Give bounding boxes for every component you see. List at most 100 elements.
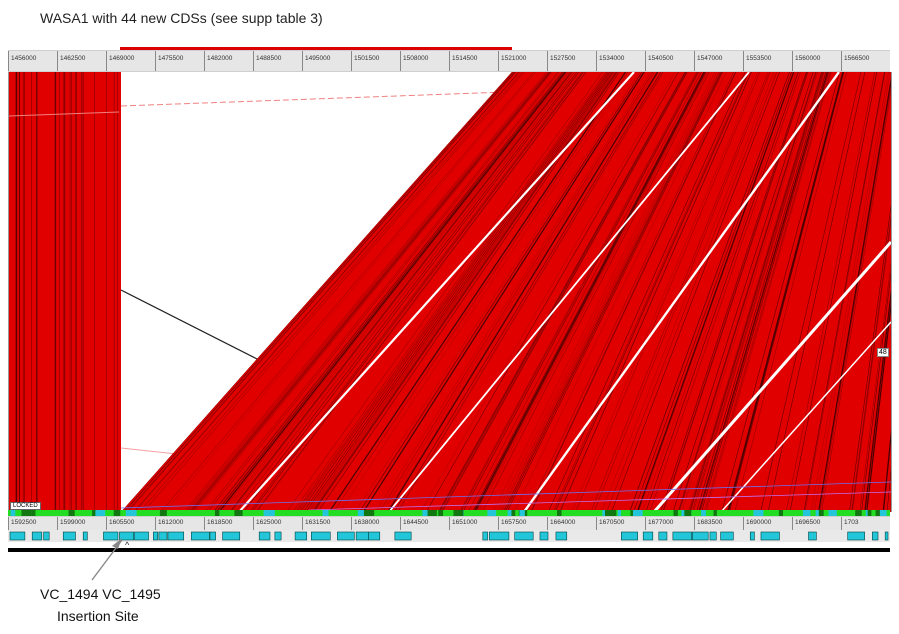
ruler-tick: 1677000 [645, 517, 673, 531]
feature-segment [322, 510, 329, 520]
feature-segment [487, 510, 497, 520]
ruler-tick: 1625000 [253, 517, 281, 531]
ruler-tick: 1631500 [302, 517, 330, 531]
band-line [699, 72, 829, 512]
band-line [193, 72, 552, 512]
band-line [292, 72, 606, 512]
cds-feature [222, 531, 241, 541]
band-line [504, 72, 722, 512]
band-line [441, 72, 688, 512]
ruler-tick-label: 1683500 [697, 519, 723, 526]
band-line [672, 72, 814, 512]
feature-segment [867, 510, 872, 520]
left-block-lines [15, 72, 118, 512]
feature-segment [95, 510, 106, 520]
cds-feature [82, 531, 88, 541]
ruler-tick: 1547000 [694, 51, 722, 71]
band-line [478, 72, 708, 512]
ruler-tick: 1612000 [155, 517, 183, 531]
band-line [362, 72, 645, 512]
ruler-tick: 1482000 [204, 51, 232, 71]
ruler-tick-label: 1670500 [599, 519, 625, 526]
ruler-tick-label: 1664000 [550, 519, 576, 526]
band-line [339, 72, 632, 512]
white-gap [720, 321, 891, 512]
band-line [231, 72, 573, 512]
ruler-tick-label: 1625000 [256, 519, 282, 526]
band-line [126, 72, 516, 512]
band-line [662, 72, 809, 512]
band-line [295, 72, 608, 512]
band-line [187, 72, 549, 512]
band-line [303, 72, 612, 512]
band-line [256, 72, 587, 512]
green-track-bg [8, 510, 890, 520]
band-line [689, 72, 823, 512]
cds-feature [692, 531, 709, 541]
band-line [636, 72, 795, 512]
feature-segment [684, 510, 692, 520]
band-line [473, 72, 706, 512]
cds-feature [368, 531, 381, 541]
feature-segment [117, 510, 121, 520]
band-line [186, 72, 548, 512]
band-line [645, 72, 799, 512]
band-line [506, 72, 723, 512]
band-line [459, 72, 698, 512]
band-line [472, 72, 704, 512]
feature-segment [113, 510, 119, 520]
band-line [220, 72, 567, 512]
cds-feature [514, 531, 534, 541]
band-line [678, 72, 817, 512]
band-line [333, 72, 629, 512]
band-line [134, 72, 520, 512]
cds-feature [355, 531, 369, 541]
ruler-tick: 1592500 [8, 517, 36, 531]
cds-feature [847, 531, 865, 541]
cds-feature [872, 531, 879, 541]
ruler-tick: 1553500 [743, 51, 771, 71]
bottom-coordinate-ruler: 1592500 1599000 1605500 1612000 1618500 16250… [8, 516, 890, 532]
ruler-tick-label: 1651000 [452, 519, 478, 526]
band-line [328, 72, 627, 512]
band-line [184, 72, 548, 512]
band-line [467, 72, 702, 512]
band-line [183, 72, 547, 512]
ruler-tick-label: 1657500 [501, 519, 527, 526]
band-line [190, 72, 551, 512]
cds-feature [658, 531, 668, 541]
band-line [239, 72, 578, 512]
ruler-tick: 1703 [841, 517, 858, 531]
feature-segment [829, 510, 833, 520]
feature-segment [359, 510, 364, 520]
band-line [760, 72, 861, 512]
band-line [311, 72, 617, 512]
cds-feature [153, 531, 159, 541]
cds-feature [642, 531, 654, 541]
cds-feature [539, 531, 549, 541]
band-line [255, 72, 586, 512]
ruler-tick-label: 1488500 [256, 55, 282, 62]
feature-segment [673, 510, 676, 520]
comparison-canvas [8, 72, 892, 512]
ruler-tick-label: 1456000 [11, 55, 37, 62]
band-line [704, 72, 831, 512]
ruler-tick: 1456000 [8, 51, 36, 71]
band-line [693, 72, 825, 512]
band-line [501, 72, 720, 512]
ruler-tick: 1605500 [106, 517, 134, 531]
feature-segment [879, 510, 887, 520]
band-line [397, 72, 664, 512]
band-line [438, 72, 686, 512]
ruler-tick-label: 1462500 [60, 55, 86, 62]
band-line [677, 72, 817, 512]
cds-feature [62, 531, 76, 541]
band-line [882, 429, 891, 512]
band-line [866, 302, 891, 512]
feature-segment [363, 510, 375, 520]
feature-segment [159, 510, 167, 520]
ruler-tick-label: 1514500 [452, 55, 478, 62]
band-line [681, 72, 819, 512]
feature-segment [602, 510, 605, 520]
ruler-tick: 1501500 [351, 51, 379, 71]
